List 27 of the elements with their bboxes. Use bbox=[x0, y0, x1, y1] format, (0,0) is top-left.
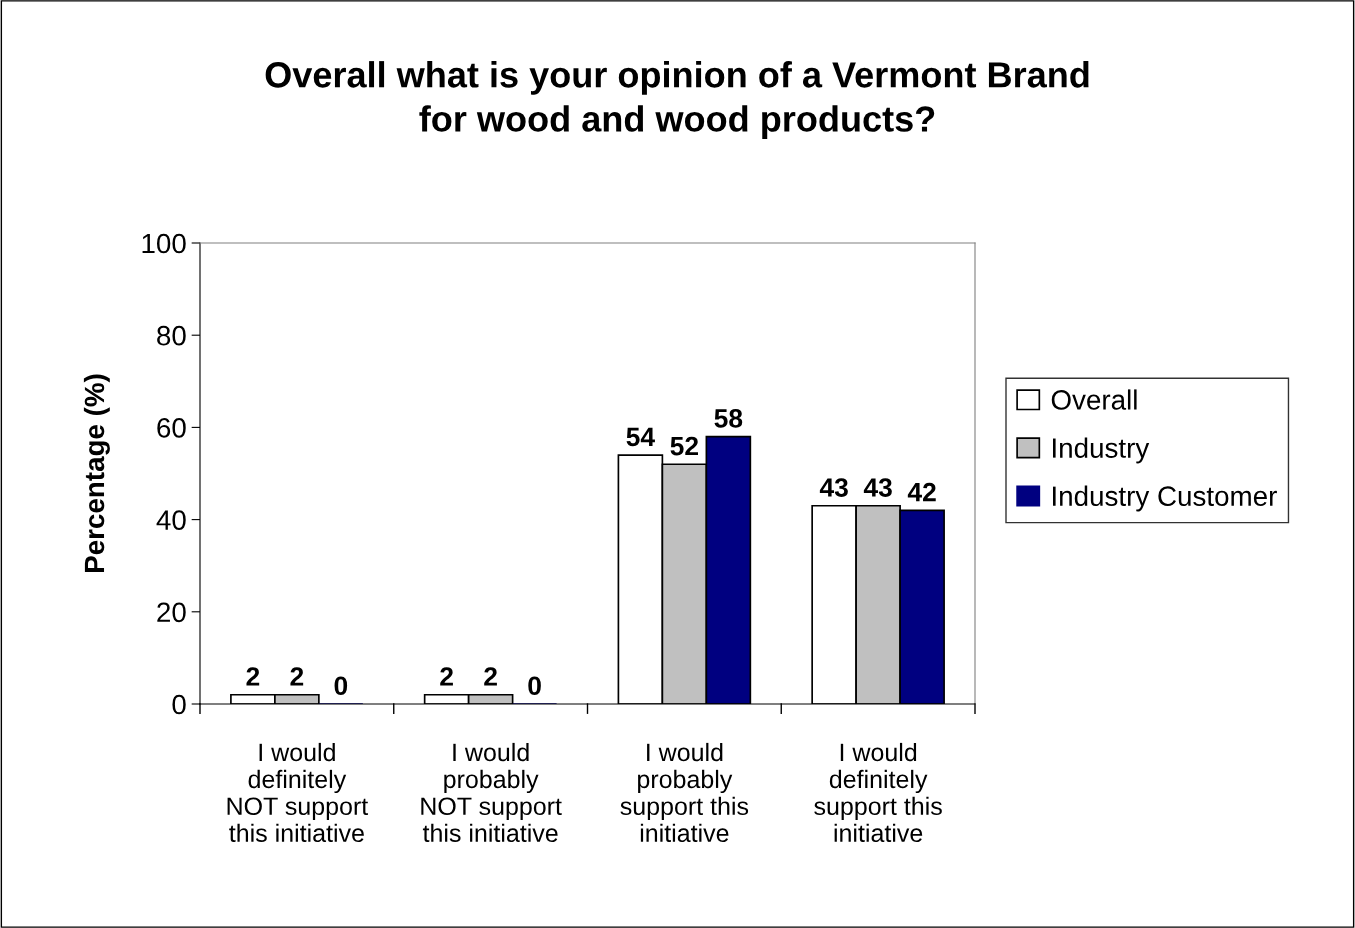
y-tick-label: 80 bbox=[157, 325, 186, 346]
x-tick-label: I would probably support this initiative bbox=[620, 742, 749, 843]
data-label: 0 bbox=[334, 676, 348, 696]
y-tick-label: 40 bbox=[156, 510, 186, 530]
chart-title: Overall what is your opinion of a Vermont Brand for wood and wood products? bbox=[265, 61, 1089, 139]
y-tick-label: 0 bbox=[172, 694, 186, 715]
data-label: 2 bbox=[290, 667, 304, 686]
y-tick-label: 20 bbox=[157, 602, 186, 623]
data-label: 2 bbox=[484, 667, 497, 686]
x-tick-label: I would definitely support this initiative bbox=[814, 742, 942, 843]
data-label: 43 bbox=[819, 478, 848, 497]
data-label: 54 bbox=[626, 427, 655, 447]
data-label: 42 bbox=[907, 482, 936, 502]
legend-label: Overall bbox=[1051, 389, 1137, 410]
data-label: 2 bbox=[440, 667, 453, 686]
legend-label: Industry Customer bbox=[1053, 485, 1277, 512]
data-label: 2 bbox=[246, 667, 260, 686]
y-tick-label: 60 bbox=[157, 418, 186, 438]
data-label: 58 bbox=[714, 409, 743, 428]
data-label: 52 bbox=[670, 436, 698, 456]
y-axis-title: Percentage (%) bbox=[83, 374, 110, 572]
data-label: 0 bbox=[528, 676, 541, 696]
x-tick-label: I would probably NOT support this initiative bbox=[421, 742, 562, 843]
y-tick-label: 100 bbox=[142, 233, 186, 254]
data-label: 43 bbox=[863, 478, 892, 497]
x-tick-label: I would definitely NOT support this initiative bbox=[227, 742, 369, 843]
legend-label: Industry bbox=[1053, 437, 1150, 464]
